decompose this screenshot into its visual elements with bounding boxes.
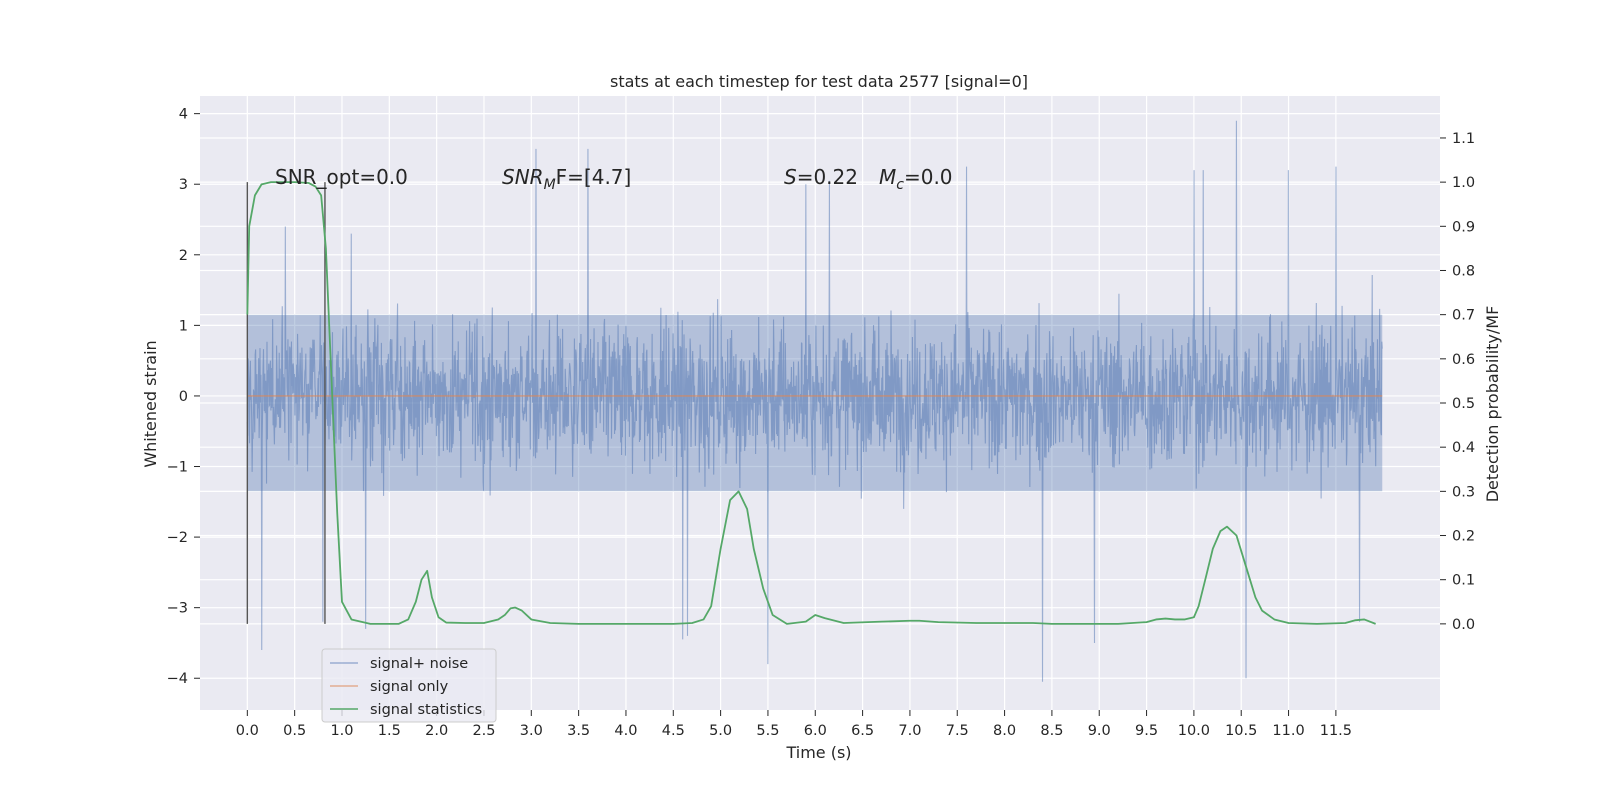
y2-tick-label: 0.4 <box>1452 440 1475 456</box>
snr-mf-base: SNR <box>502 165 544 189</box>
x-tick-label: 11.5 <box>1320 723 1352 739</box>
y-tick-label: 3 <box>179 177 188 193</box>
plot-layer <box>246 120 1383 682</box>
y2-tick-label: 0.5 <box>1452 396 1475 412</box>
y-tick-label: −1 <box>167 460 188 476</box>
y-axis-label: Whitened strain <box>141 340 160 467</box>
y2-tick-label: 0.3 <box>1452 484 1475 500</box>
signal-noise-core-band <box>247 314 1383 492</box>
legend-label-signal-noise: signal+ noise <box>370 656 468 672</box>
x-tick-label: 11.0 <box>1272 723 1304 739</box>
x-tick-label: 0.0 <box>236 723 259 739</box>
y-tick-label: −3 <box>167 601 188 617</box>
x-tick-label: 6.0 <box>804 723 827 739</box>
x-tick-label: 4.0 <box>614 723 637 739</box>
x-axis-label: Time (s) <box>785 743 851 762</box>
x-tick-label: 10.5 <box>1225 723 1257 739</box>
snr-mf-sub: M <box>544 177 556 193</box>
series-signal-statistics <box>246 181 1376 625</box>
y2-tick-label: 1.0 <box>1452 175 1475 191</box>
y-tick-label: 4 <box>179 107 188 123</box>
y2-tick-label: 0.8 <box>1452 263 1475 279</box>
y2-axis-label: Detection probability/MF <box>1483 306 1502 503</box>
ticks: 0.0 0.5 1.0 1.5 2.0 2.5 3.0 3.5 4.0 4.5 5.0 5.5 6.0 6… <box>167 107 1475 739</box>
x-tick-label: 10.0 <box>1178 723 1210 739</box>
x-tick-label: 2.5 <box>472 723 495 739</box>
x-tick-label: 9.5 <box>1135 723 1158 739</box>
x-tick-label: 1.5 <box>378 723 401 739</box>
x-tick-label: 4.5 <box>662 723 685 739</box>
y2-tick-label: 0.0 <box>1452 617 1475 633</box>
legend-box <box>321 648 497 723</box>
x-tick-label: 6.5 <box>851 723 874 739</box>
y-tick-label: 1 <box>179 318 188 334</box>
y2-tick-label: 0.2 <box>1452 529 1475 545</box>
mc-val: =0.0 <box>904 165 953 189</box>
y-tick-label: −4 <box>167 671 188 687</box>
x-tick-label: 3.0 <box>520 723 543 739</box>
y-tick-label: 2 <box>179 248 188 264</box>
mc-sub: c <box>896 177 904 193</box>
x-tick-label: 7.5 <box>946 723 969 739</box>
x-tick-label: 5.0 <box>709 723 732 739</box>
mc-var: M <box>879 165 896 189</box>
x-tick-label: 9.0 <box>1088 723 1111 739</box>
legend: signal+ noise signal only signal statist… <box>321 648 497 723</box>
x-tick-label: 7.0 <box>898 723 921 739</box>
s-var: S <box>784 165 797 189</box>
y2-tick-label: 0.7 <box>1452 308 1475 324</box>
y2-tick-label: 1.1 <box>1452 131 1475 147</box>
y2-tick-label: 0.1 <box>1452 573 1475 589</box>
x-tick-label: 8.0 <box>993 723 1016 739</box>
x-tick-label: 8.5 <box>1040 723 1063 739</box>
x-tick-label: 1.0 <box>330 723 353 739</box>
x-tick-label: 3.5 <box>567 723 590 739</box>
y-tick-label: 0 <box>179 389 188 405</box>
s-annotation: S=0.22 <box>784 165 858 189</box>
snr-mf-rest: F=[4.7] <box>556 165 632 189</box>
legend-label-signal-only: signal only <box>370 679 449 695</box>
y-tick-label: −2 <box>167 530 188 546</box>
x-tick-label: 0.5 <box>283 723 306 739</box>
y2-tick-label: 0.9 <box>1452 219 1475 235</box>
series-signal-noise <box>246 120 1383 682</box>
s-val: =0.22 <box>797 165 858 189</box>
y2-tick-label: 0.6 <box>1452 352 1475 368</box>
chart-title: stats at each timestep for test data 257… <box>610 72 1028 91</box>
x-tick-label: 2.0 <box>425 723 448 739</box>
snr-mf-annotation: SNRMF=[4.7] <box>502 165 631 193</box>
mc-annotation: Mc=0.0 <box>879 165 953 193</box>
snr-opt-annotation: SNR_opt=0.0 <box>275 165 408 189</box>
x-tick-label: 5.5 <box>756 723 779 739</box>
legend-label-signal-statistics: signal statistics <box>370 702 482 718</box>
